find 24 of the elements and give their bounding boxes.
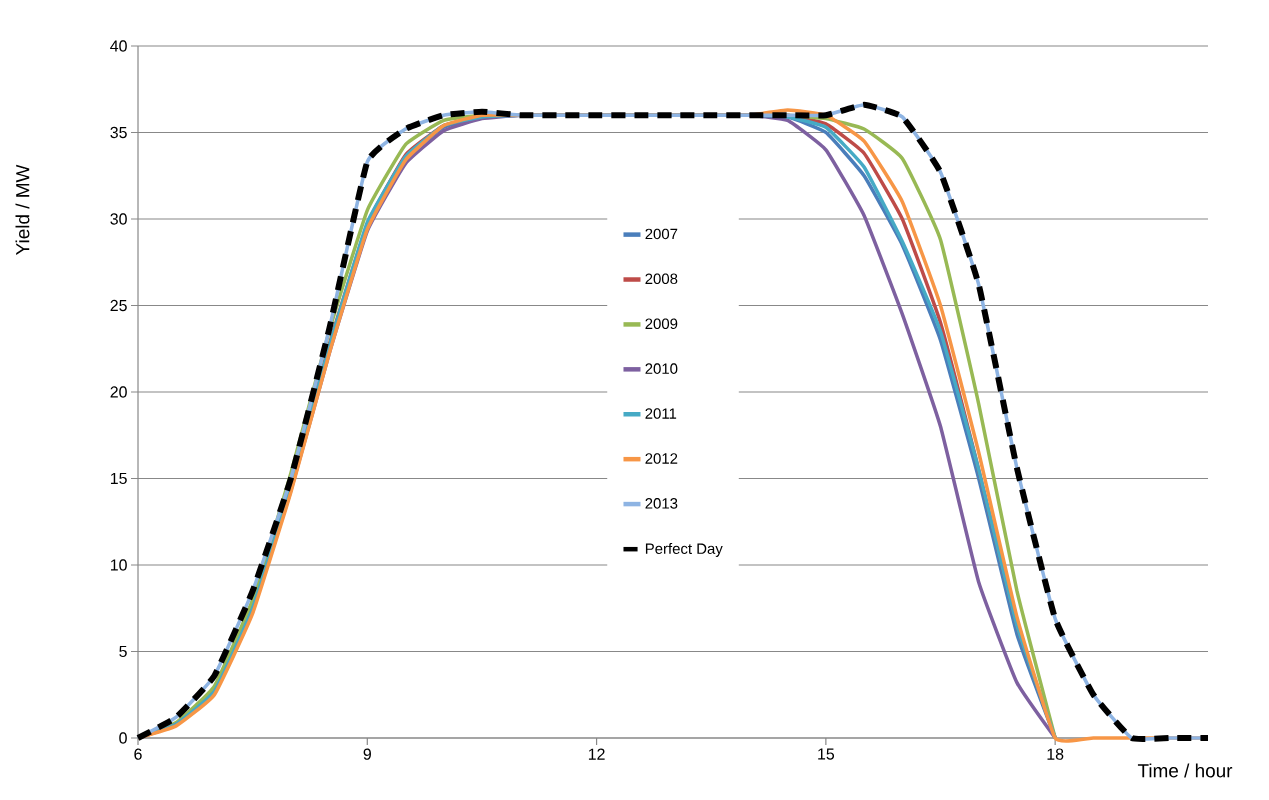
y-tick-label: 25	[110, 299, 127, 312]
legend-label: 2011	[645, 408, 677, 419]
y-tick-label: 35	[110, 126, 127, 139]
legend-label: 2008	[645, 273, 678, 285]
legend-label: 2010	[645, 363, 678, 374]
y-axis-title: Yield / MW	[15, 164, 30, 255]
legend-label: 2012	[645, 453, 678, 464]
y-tick-label: 5	[119, 645, 127, 658]
x-tick-label: 9	[363, 748, 371, 760]
y-tick-label: 20	[110, 386, 127, 398]
y-tick-label: 40	[110, 40, 127, 52]
legend-label: Perfect Day	[645, 543, 723, 557]
y-tick-label: 15	[110, 472, 127, 485]
y-tick-label: 0	[119, 732, 127, 744]
legend-label: 2009	[645, 318, 678, 330]
legend-label: 2007	[645, 228, 678, 240]
legend-label: 2013	[645, 498, 678, 509]
x-tick-label: 6	[134, 748, 142, 760]
y-tick-label: 30	[110, 213, 127, 225]
x-tick-label: 12	[588, 748, 605, 760]
x-axis-title: Time / hour	[1137, 763, 1233, 778]
x-tick-label: 15	[818, 748, 835, 760]
x-tick-label: 18	[1047, 748, 1064, 760]
y-tick-label: 10	[110, 559, 127, 571]
